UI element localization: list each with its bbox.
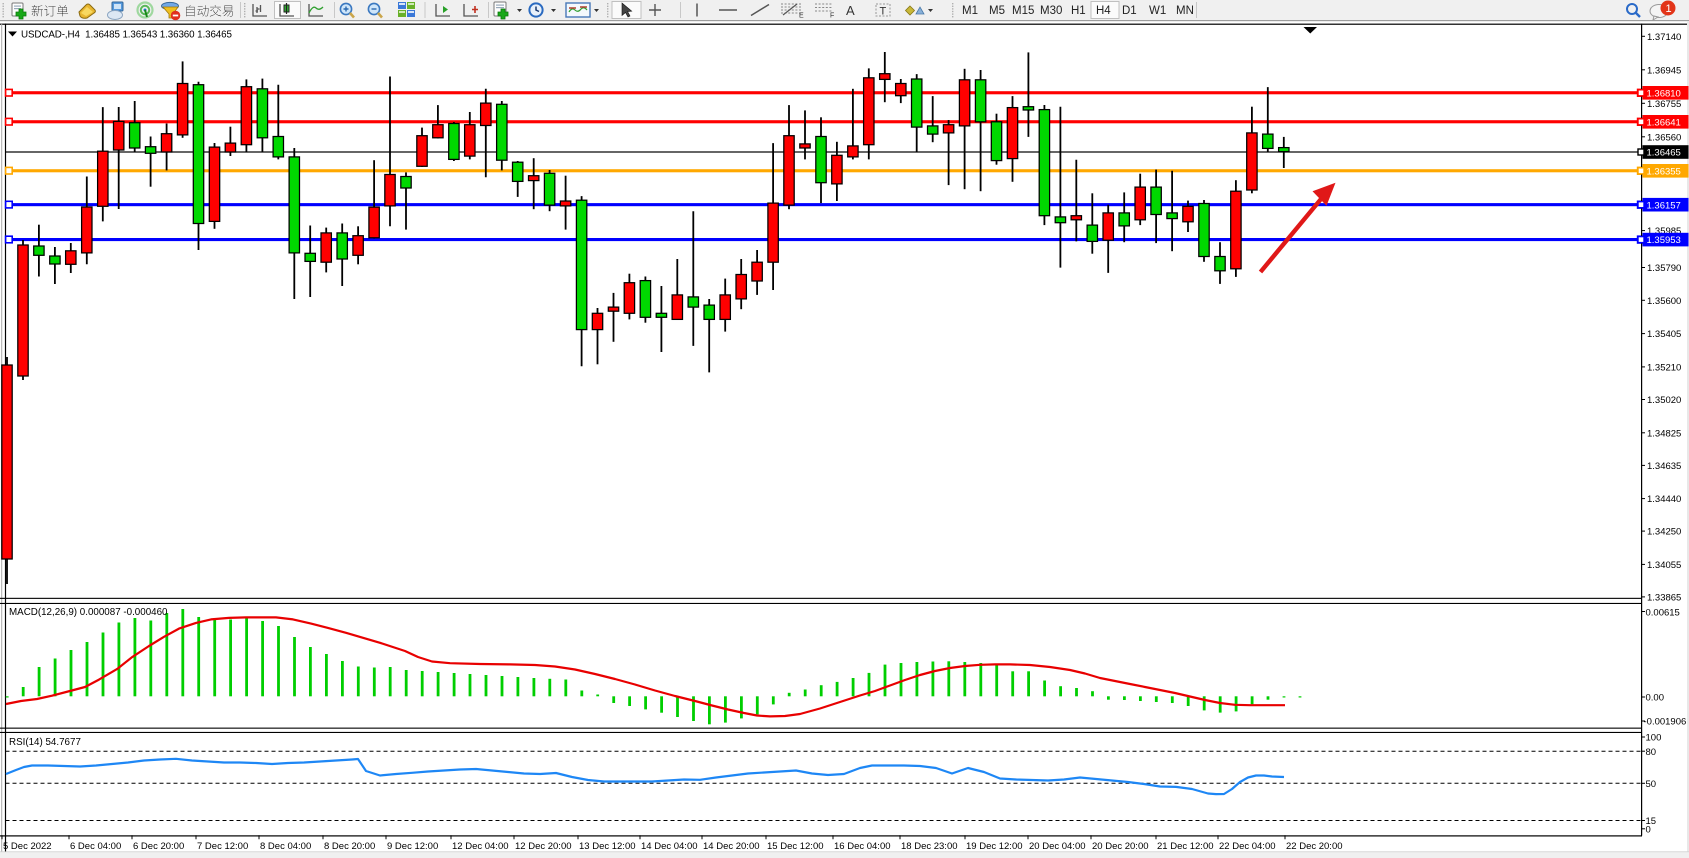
svg-text:22 Dec 20:00: 22 Dec 20:00	[1286, 841, 1343, 852]
svg-text:USDCAD-,H4 1.36485 1.36543 1.: USDCAD-,H4 1.36485 1.36543 1.36360 1.364…	[21, 30, 232, 41]
svg-text:1.36355: 1.36355	[1647, 166, 1681, 177]
svg-text:F: F	[830, 13, 834, 20]
svg-text:19 Dec 12:00: 19 Dec 12:00	[966, 841, 1023, 852]
svg-text:13 Dec 12:00: 13 Dec 12:00	[579, 841, 636, 852]
svg-text:1.36755: 1.36755	[1647, 99, 1681, 110]
svg-text:22 Dec 04:00: 22 Dec 04:00	[1219, 841, 1276, 852]
svg-text:1.33865: 1.33865	[1647, 593, 1681, 604]
svg-text:M30: M30	[1040, 5, 1062, 17]
svg-text:M15: M15	[1012, 5, 1034, 17]
svg-text:H1: H1	[1071, 5, 1086, 17]
svg-text:1.36560: 1.36560	[1647, 132, 1681, 143]
svg-text:20 Dec 04:00: 20 Dec 04:00	[1029, 841, 1086, 852]
svg-text:A: A	[846, 3, 855, 18]
svg-text:6 Dec 20:00: 6 Dec 20:00	[133, 841, 184, 852]
svg-text:1.36465: 1.36465	[1647, 148, 1681, 159]
svg-text:8 Dec 20:00: 8 Dec 20:00	[324, 841, 375, 852]
svg-text:7 Dec 12:00: 7 Dec 12:00	[197, 841, 248, 852]
svg-text:1.36945: 1.36945	[1647, 65, 1681, 76]
svg-text:1.36810: 1.36810	[1647, 88, 1681, 99]
svg-text:16 Dec 04:00: 16 Dec 04:00	[834, 841, 891, 852]
svg-text:14 Dec 04:00: 14 Dec 04:00	[641, 841, 698, 852]
svg-text:1.34250: 1.34250	[1647, 527, 1681, 538]
svg-text:1.37140: 1.37140	[1647, 32, 1681, 43]
svg-text:-0.001906: -0.001906	[1644, 717, 1687, 728]
svg-text:1.34440: 1.34440	[1647, 494, 1681, 505]
svg-text:W1: W1	[1149, 5, 1166, 17]
svg-text:MACD(12,26,9) 0.000087 -0.0004: MACD(12,26,9) 0.000087 -0.000460	[9, 607, 168, 618]
svg-text:1.35985: 1.35985	[1647, 226, 1681, 237]
svg-text:1.34825: 1.34825	[1647, 428, 1681, 439]
svg-text:50: 50	[1646, 779, 1657, 790]
svg-text:1.35953: 1.35953	[1647, 235, 1681, 246]
svg-text:18 Dec 23:00: 18 Dec 23:00	[901, 841, 958, 852]
svg-text:6 Dec 04:00: 6 Dec 04:00	[70, 841, 121, 852]
svg-text:1.35600: 1.35600	[1647, 296, 1681, 307]
svg-text:1.35210: 1.35210	[1647, 363, 1681, 374]
svg-text:M5: M5	[989, 5, 1005, 17]
svg-text:1.35020: 1.35020	[1647, 395, 1681, 406]
svg-text:1.34635: 1.34635	[1647, 461, 1681, 472]
svg-text:0: 0	[1646, 824, 1651, 835]
svg-text:8 Dec 04:00: 8 Dec 04:00	[260, 841, 311, 852]
svg-text:9 Dec 12:00: 9 Dec 12:00	[387, 841, 438, 852]
svg-text:1.36157: 1.36157	[1647, 200, 1681, 211]
svg-text:21 Dec 12:00: 21 Dec 12:00	[1157, 841, 1214, 852]
svg-text:E: E	[799, 13, 804, 20]
svg-text:1: 1	[1666, 3, 1672, 15]
svg-text:1.34055: 1.34055	[1647, 560, 1681, 571]
svg-text:0.00: 0.00	[1646, 693, 1665, 704]
svg-text:M1: M1	[962, 5, 978, 17]
svg-text:80: 80	[1646, 747, 1657, 758]
svg-text:5 Dec 2022: 5 Dec 2022	[3, 841, 52, 852]
svg-text:12 Dec 04:00: 12 Dec 04:00	[452, 841, 509, 852]
svg-text:12 Dec 20:00: 12 Dec 20:00	[515, 841, 572, 852]
svg-text:0.00615: 0.00615	[1646, 608, 1680, 619]
svg-text:1.36641: 1.36641	[1647, 117, 1681, 128]
svg-text:MN: MN	[1176, 5, 1194, 17]
svg-text:T: T	[880, 6, 887, 18]
svg-text:1.35405: 1.35405	[1647, 329, 1681, 340]
svg-text:H4: H4	[1096, 5, 1111, 17]
svg-text:1.35790: 1.35790	[1647, 263, 1681, 274]
svg-text:RSI(14) 54.7677: RSI(14) 54.7677	[9, 737, 81, 748]
svg-text:15 Dec 12:00: 15 Dec 12:00	[767, 841, 824, 852]
svg-text:20 Dec 20:00: 20 Dec 20:00	[1092, 841, 1149, 852]
svg-text:14 Dec 20:00: 14 Dec 20:00	[703, 841, 760, 852]
svg-text:15: 15	[1646, 816, 1657, 827]
svg-text:D1: D1	[1122, 5, 1137, 17]
svg-text:100: 100	[1646, 733, 1662, 744]
